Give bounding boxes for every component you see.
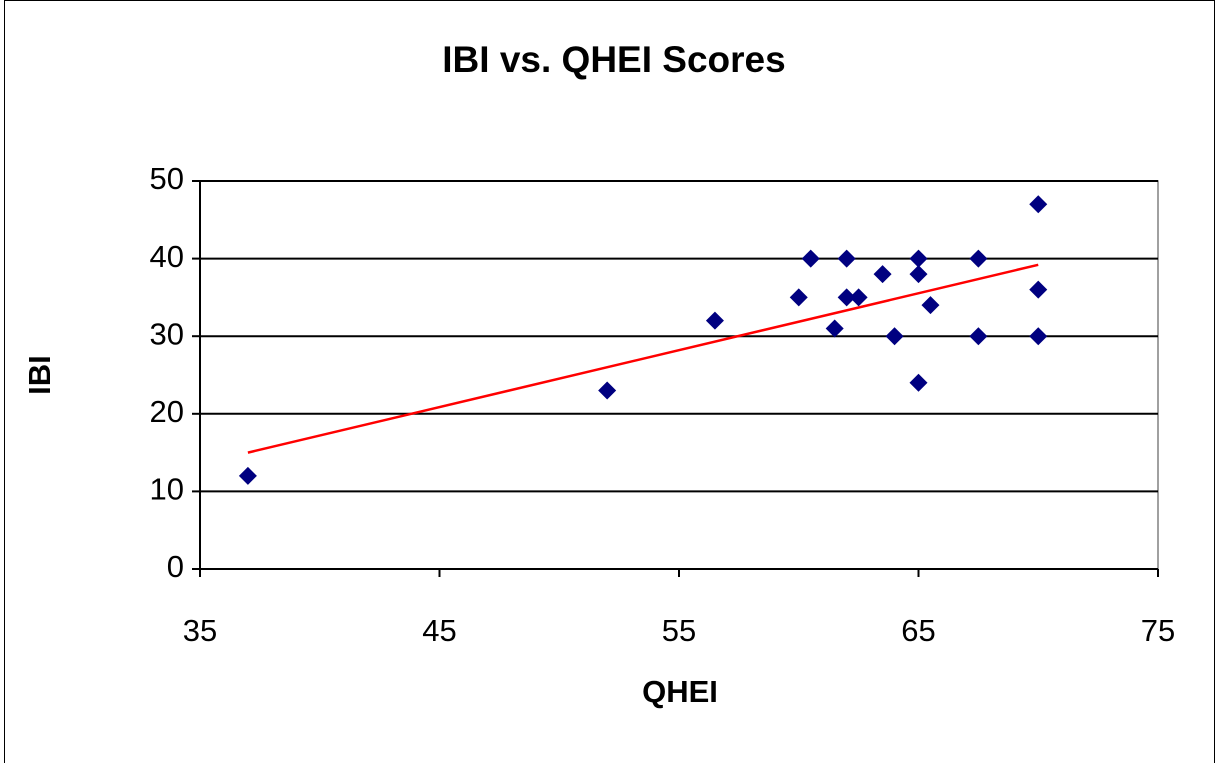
point: [1029, 280, 1048, 299]
y-tick-label: 10: [150, 472, 184, 507]
point: [1029, 195, 1048, 214]
y-tick-label: 50: [150, 161, 184, 196]
x-tick-label: 55: [662, 613, 696, 648]
point: [801, 249, 820, 268]
y-tick-label: 0: [167, 549, 184, 584]
y-tick-label: 40: [150, 239, 184, 274]
plot-area: [199, 180, 1159, 570]
y-tick-label: 30: [150, 316, 184, 351]
x-tick-label: 65: [901, 613, 935, 648]
point: [921, 296, 940, 315]
trendline: [247, 263, 1039, 454]
point: [849, 288, 868, 307]
y-axis-label: IBI: [22, 355, 57, 395]
point: [909, 249, 928, 268]
point: [909, 265, 928, 284]
chart-title: IBI vs. QHEI Scores: [442, 39, 785, 80]
y-tick-label: 20: [150, 394, 184, 429]
point: [598, 381, 617, 400]
point: [885, 327, 904, 346]
x-tick-label: 45: [422, 613, 456, 648]
point: [825, 319, 844, 338]
point: [909, 373, 928, 392]
point: [969, 249, 988, 268]
x-axis-label: QHEI: [642, 674, 718, 709]
point: [873, 265, 892, 284]
point: [238, 466, 257, 485]
chart-border: [4, 0, 1215, 763]
point: [705, 311, 724, 330]
point: [969, 327, 988, 346]
point: [837, 288, 856, 307]
point: [789, 288, 808, 307]
point: [837, 249, 856, 268]
point: [1029, 327, 1048, 346]
x-tick-label: 75: [1141, 613, 1175, 648]
x-tick-label: 35: [183, 613, 217, 648]
